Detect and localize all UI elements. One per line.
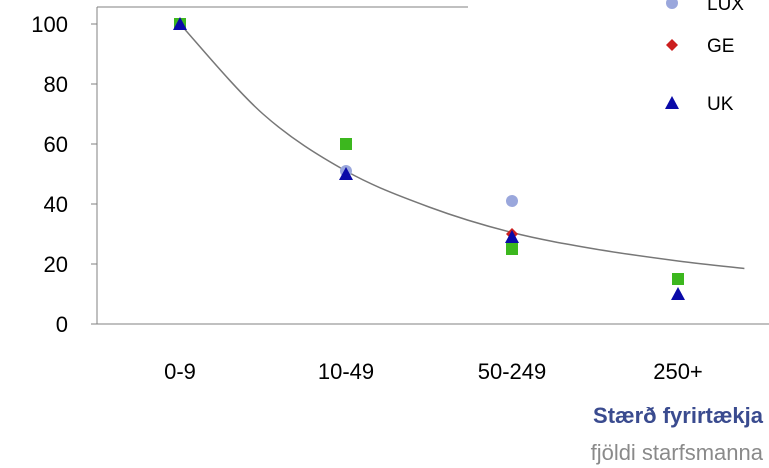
uk-point	[173, 17, 187, 30]
uk-point	[339, 167, 353, 180]
unlabeled-square-point	[672, 273, 684, 285]
legend-label-lux: LUX	[707, 0, 744, 15]
y-tick-label: 40	[44, 192, 68, 217]
legend-label-ge: GE	[707, 36, 734, 57]
x-axis-subtitle: fjöldi starfsmanna	[591, 440, 764, 465]
data-points	[173, 17, 685, 300]
x-tick-label: 0-9	[164, 359, 196, 384]
x-axis-title: Stærð fyrirtækja	[593, 403, 764, 428]
legend: LUX GE UK	[665, 0, 744, 115]
legend-marker-ge	[666, 39, 678, 51]
y-tick-label: 100	[31, 12, 68, 37]
x-tick-label: 250+	[653, 359, 703, 384]
unlabeled-square-point	[340, 138, 352, 150]
axes	[96, 6, 769, 325]
legend-marker-uk	[665, 96, 679, 109]
legend-marker-lux	[666, 0, 678, 9]
y-tick-labels: 0 20 40 60 80 100	[31, 12, 97, 337]
x-tick-label: 50-249	[478, 359, 547, 384]
lux-point	[506, 195, 518, 207]
legend-label-uk: UK	[707, 94, 734, 115]
y-tick-label: 0	[56, 312, 68, 337]
uk-point	[671, 287, 685, 300]
uk-point	[505, 230, 519, 243]
trend-curve	[179, 23, 745, 270]
x-tick-label: 10-49	[318, 359, 374, 384]
unlabeled-square-point	[506, 243, 518, 255]
x-tick-labels: 0-9 10-49 50-249 250+	[164, 359, 703, 384]
y-tick-label: 60	[44, 132, 68, 157]
y-tick-label: 80	[44, 72, 68, 97]
y-tick-label: 20	[44, 252, 68, 277]
